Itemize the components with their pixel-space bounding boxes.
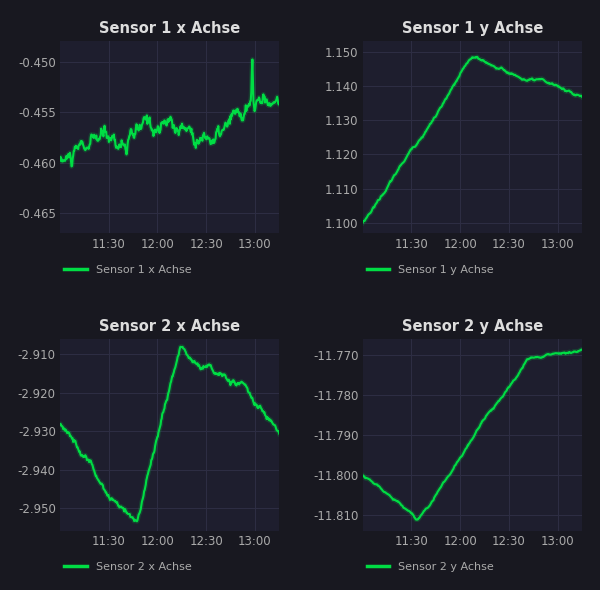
Legend: Sensor 2 x Achse: Sensor 2 x Achse	[60, 558, 196, 577]
Title: Sensor 1 x Achse: Sensor 1 x Achse	[99, 21, 240, 36]
Title: Sensor 2 y Achse: Sensor 2 y Achse	[402, 319, 543, 333]
Legend: Sensor 1 x Achse: Sensor 1 x Achse	[60, 260, 196, 279]
Title: Sensor 2 x Achse: Sensor 2 x Achse	[99, 319, 240, 333]
Title: Sensor 1 y Achse: Sensor 1 y Achse	[401, 21, 543, 36]
Legend: Sensor 1 y Achse: Sensor 1 y Achse	[362, 260, 498, 279]
Legend: Sensor 2 y Achse: Sensor 2 y Achse	[362, 558, 499, 577]
